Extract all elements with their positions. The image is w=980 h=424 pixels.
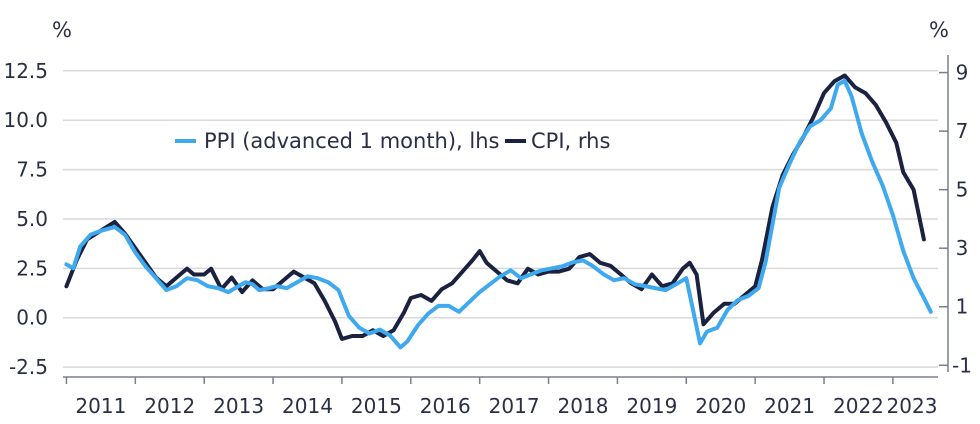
left-axis: 12.5 10.0 7.5 5.0 2.5 0.0 -2.5 [3, 59, 48, 379]
right-tick-label: 1 [956, 295, 969, 319]
right-tick-label: 5 [956, 178, 969, 202]
x-tick-label: 2020 [695, 394, 746, 418]
legend-label-ppi: PPI (advanced 1 month), lhs [204, 129, 500, 153]
right-tick-label: 9 [956, 61, 969, 85]
left-tick-label: 2.5 [16, 256, 48, 280]
x-tick-label: 2019 [626, 394, 677, 418]
x-tick-label: 2014 [282, 394, 333, 418]
right-axis: 9 7 5 3 1 -1 [939, 55, 972, 377]
left-tick-label: 12.5 [3, 59, 48, 83]
legend-label-cpi: CPI, rhs [531, 129, 610, 153]
right-tick-label: 3 [956, 236, 969, 260]
x-tick-label: 2021 [764, 394, 815, 418]
left-axis-unit: % [52, 18, 72, 42]
x-tick-label: 2012 [144, 394, 195, 418]
x-tick-label: 2018 [558, 394, 609, 418]
x-tick-label: 2022 [833, 394, 884, 418]
series-line-ppi [64, 78, 933, 350]
x-tick-label: 2015 [351, 394, 402, 418]
gridlines [63, 70, 938, 368]
x-axis: 2011 2012 2013 2014 2015 2016 2017 2018 2019 2020… [63, 376, 938, 418]
x-tick-label: 2013 [213, 394, 264, 418]
right-tick-label: 7 [956, 119, 969, 143]
left-tick-label: -2.5 [9, 355, 48, 379]
right-tick-label: -1 [952, 353, 972, 377]
legend: PPI (advanced 1 month), lhs CPI, rhs [175, 129, 610, 153]
left-tick-label: 7.5 [16, 158, 48, 182]
series-line-cpi [64, 73, 926, 341]
series-lines [64, 73, 933, 350]
x-tick-label: 2016 [420, 394, 471, 418]
left-tick-label: 5.0 [16, 207, 48, 231]
left-tick-label: 0.0 [16, 306, 48, 330]
right-axis-unit: % [929, 18, 949, 42]
x-tick-label: 2017 [489, 394, 540, 418]
x-tick-label: 2023 [887, 394, 938, 418]
x-tick-label: 2011 [75, 394, 126, 418]
left-tick-label: 10.0 [3, 108, 48, 132]
